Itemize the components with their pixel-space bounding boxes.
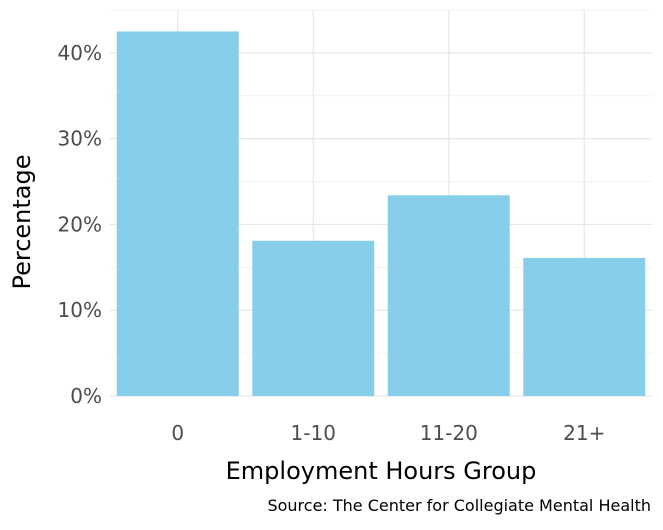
bar-0 <box>116 31 239 396</box>
bar-1-10 <box>252 240 375 396</box>
chart-caption: Source: The Center for Collegiate Mental… <box>267 496 651 515</box>
x-tick-label: 0 <box>171 421 184 445</box>
bars <box>116 31 646 396</box>
x-tick-label: 1-10 <box>291 421 336 445</box>
y-axis-tick-labels: 0% 10% 20% 30% 40% <box>58 41 102 408</box>
y-tick-label: 0% <box>70 384 102 408</box>
x-axis-title: Employment Hours Group <box>226 457 537 485</box>
x-tick-label: 21+ <box>563 421 605 445</box>
bar-11-20 <box>387 195 510 396</box>
y-tick-label: 30% <box>58 127 102 151</box>
y-axis-title: Percentage <box>8 154 36 289</box>
x-axis-tick-labels: 0 1-10 11-20 21+ <box>171 421 605 445</box>
bar-21+ <box>523 257 646 396</box>
y-tick-label: 10% <box>58 298 102 322</box>
y-tick-label: 40% <box>58 41 102 65</box>
x-tick-label: 11-20 <box>420 421 478 445</box>
y-tick-label: 20% <box>58 212 102 236</box>
